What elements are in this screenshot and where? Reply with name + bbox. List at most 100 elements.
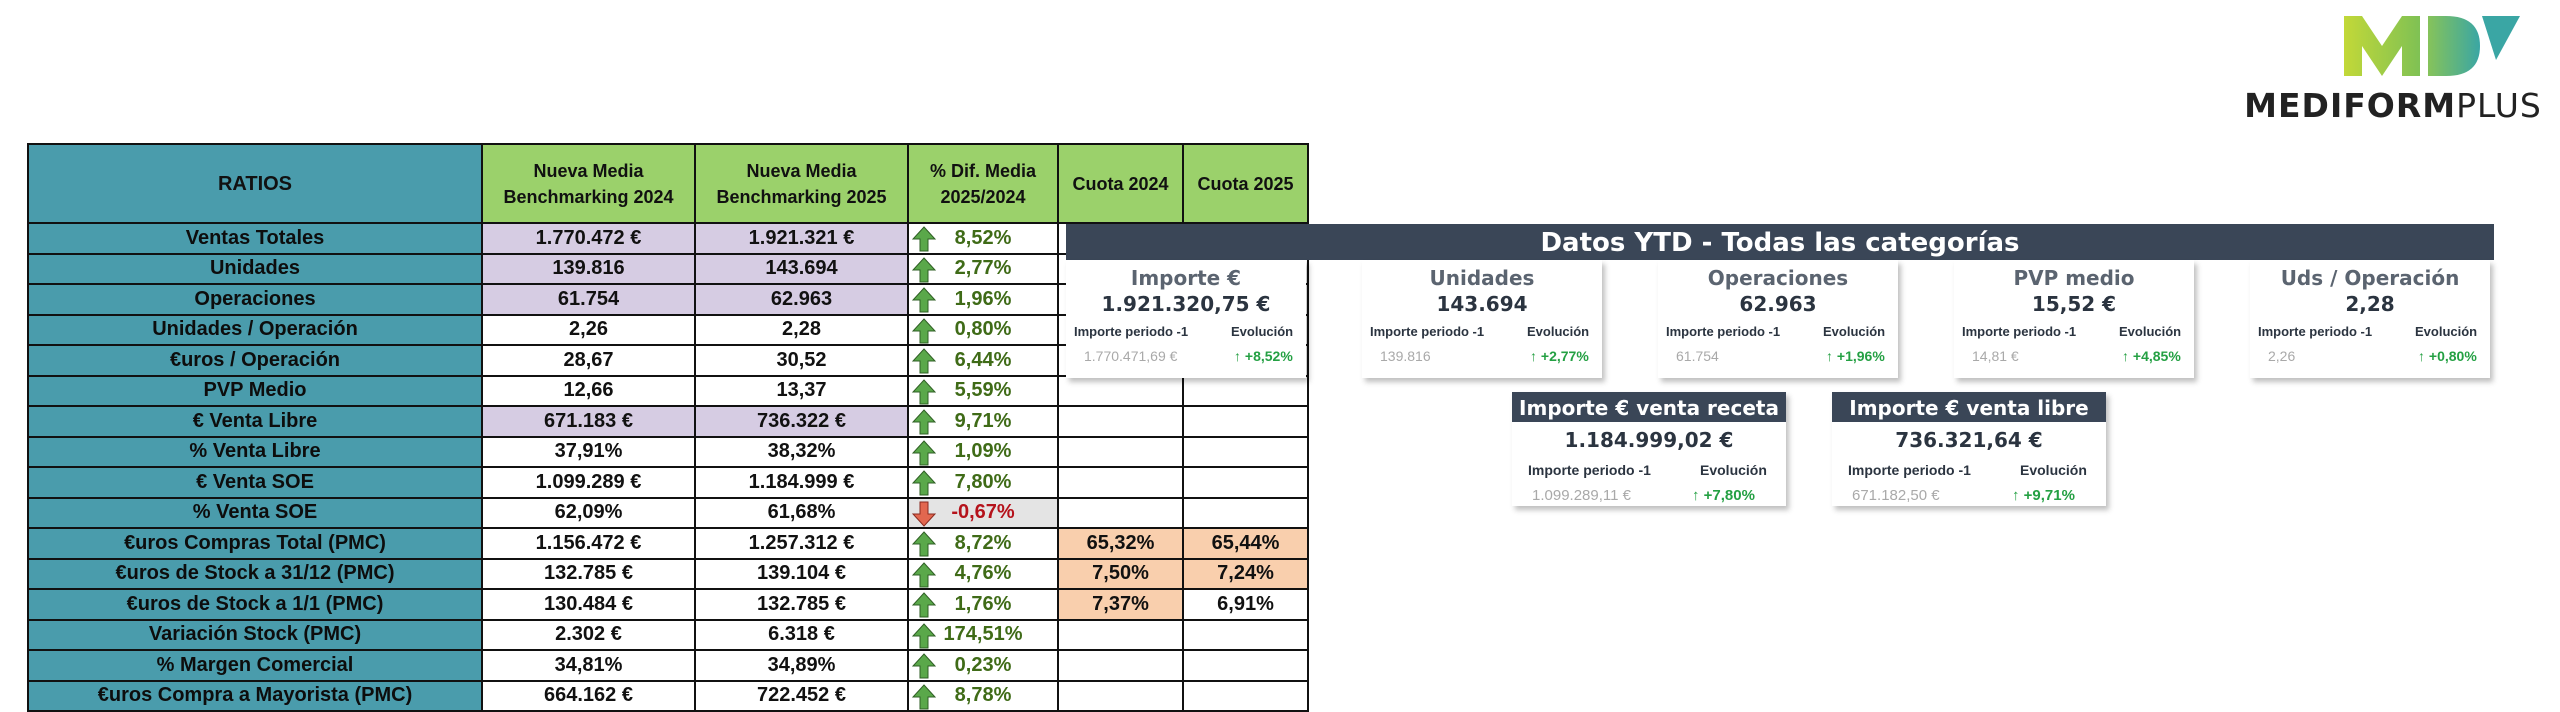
diff-cell: 9,71% [907,405,1059,438]
kpi-card-secondary: Importe € venta receta 1.184.999,02 € Impo… [1512,392,1786,506]
kpi2-prev-value: 671.182,50 € [1852,487,1940,504]
diff-value: 1,09% [954,440,1012,463]
logo-mark-icon [2344,16,2520,76]
diff-cell: 2,77% [907,252,1059,285]
kpi-prev-value: 61.754 [1676,348,1719,364]
row-label: PVP Medio [27,374,483,407]
cuota-2024: 65,32% [1057,527,1184,560]
value-2025: 30,52 [694,344,909,377]
diff-cell: 6,44% [907,344,1059,377]
value-2024: 130.484 € [481,588,696,621]
diff-cell: 174,51% [907,618,1059,651]
kpi-evol-label: Evolución [1527,324,1590,339]
cuota-2025 [1182,679,1309,712]
value-2024: 1.770.472 € [481,222,696,255]
value-2025: 143.694 [694,252,909,285]
arrow-up-icon [912,317,936,343]
kpi-evolution: ↑ +8,52% [1234,348,1293,364]
kpi-prev-value: 1.770.471,69 € [1084,348,1178,364]
diff-value: 1,76% [954,592,1012,615]
kpi-evol-label: Evolución [1823,324,1886,339]
cuota-2025: 7,24% [1182,557,1309,590]
arrow-up-icon [912,561,936,587]
kpi-card: Importe €1.921.320,75 € Importe periodo -… [1066,260,1306,378]
kpi2-evolution: ↑ +9,71% [2012,487,2075,504]
row-label: €uros / Operación [27,344,483,377]
value-2024: 1.156.472 € [481,527,696,560]
value-2024: 671.183 € [481,405,696,438]
value-2025: 34,89% [694,649,909,682]
cuota-2024 [1057,405,1184,438]
kpi-prev-value: 2,26 [2268,348,2296,364]
value-2025: 722.452 € [694,679,909,712]
table-row: € Venta Libre 671.183 €736.322 € 9,71% [27,405,1309,438]
diff-cell: 0,23% [907,649,1059,682]
value-2024: 664.162 € [481,679,696,712]
diff-value: 5,59% [954,379,1012,402]
cuota-2024: 7,37% [1057,588,1184,621]
row-label: Unidades [27,252,483,285]
header-2024: Nueva Media Benchmarking 2024 [481,143,696,224]
diff-value: -0,67% [951,501,1015,524]
value-2025: 139.104 € [694,557,909,590]
arrow-up-icon [912,287,936,313]
kpi-value: 2,28 [2345,292,2395,316]
value-2025: 132.785 € [694,588,909,621]
value-2024: 37,91% [481,435,696,468]
cuota-2024 [1057,618,1184,651]
arrow-up-icon [912,592,936,618]
value-2024: 62,09% [481,496,696,529]
diff-value: 6,44% [954,348,1012,371]
diff-value: 2,77% [954,257,1012,280]
kpi-prev-label: Importe periodo -1 [1370,324,1485,339]
arrow-up-icon [912,622,936,648]
header-diff: % Dif. Media 2025/2024 [907,143,1059,224]
panel-title: Datos YTD - Todas las categorías [1066,224,2494,260]
diff-cell: 1,96% [907,283,1059,316]
kpi-title: Uds / Operación [2280,266,2460,290]
value-2025: 1.184.999 € [694,466,909,499]
diff-cell: 4,76% [907,557,1059,590]
value-2024: 2,26 [481,313,696,346]
cuota-2025 [1182,496,1309,529]
value-2024: 132.785 € [481,557,696,590]
cuota-2024 [1057,466,1184,499]
diff-value: 0,23% [954,653,1012,676]
diff-cell: 7,80% [907,466,1059,499]
cuota-2025: 65,44% [1182,527,1309,560]
diff-value: 4,76% [954,562,1012,585]
diff-value: 8,72% [954,531,1012,554]
table-row: % Margen Comercial 34,81% 34,89% 0,23% [27,649,1309,682]
value-2025: 62.963 [694,283,909,316]
kpi-prev-label: Importe periodo -1 [1666,324,1781,339]
cuota-2025 [1182,618,1309,651]
kpi-title: Importe € [1130,266,1242,290]
cuota-2025 [1182,649,1309,682]
kpi-prev-label: Importe periodo -1 [1962,324,2077,339]
row-label: % Margen Comercial [27,649,483,682]
diff-value: 8,78% [954,684,1012,707]
arrow-up-icon [912,470,936,496]
cuota-2024: 7,50% [1057,557,1184,590]
kpi2-title: Importe € venta libre [1832,392,2106,422]
kpi2-prev-label: Importe periodo -1 [1528,462,1651,478]
value-2025: 1.257.312 € [694,527,909,560]
cuota-2024 [1057,374,1184,407]
kpi-card-secondary: Importe € venta libre 736.321,64 € Importe… [1832,392,2106,506]
header-2025: Nueva Media Benchmarking 2025 [694,143,909,224]
row-label: € Venta Libre [27,405,483,438]
row-label: € Venta SOE [27,466,483,499]
table-row: €uros Compras Total (PMC) 1.156.472 €1.25… [27,527,1309,560]
kpi-title: Unidades [1429,266,1535,290]
kpi-title: PVP medio [2013,266,2135,290]
header-cuota-2025: Cuota 2025 [1182,143,1309,224]
kpi2-value: 1.184.999,02 € [1564,428,1734,452]
diff-value: 9,71% [954,409,1012,432]
diff-cell: 0,80% [907,313,1059,346]
kpi2-prev-value: 1.099.289,11 € [1532,487,1631,504]
table-row: €uros de Stock a 31/12 (PMC) 132.785 €139… [27,557,1309,590]
arrow-up-icon [912,683,936,709]
row-label: Variación Stock (PMC) [27,618,483,651]
mediformplus-logo: MEDIFORMPLUS [2232,16,2554,126]
cuota-2025 [1182,374,1309,407]
